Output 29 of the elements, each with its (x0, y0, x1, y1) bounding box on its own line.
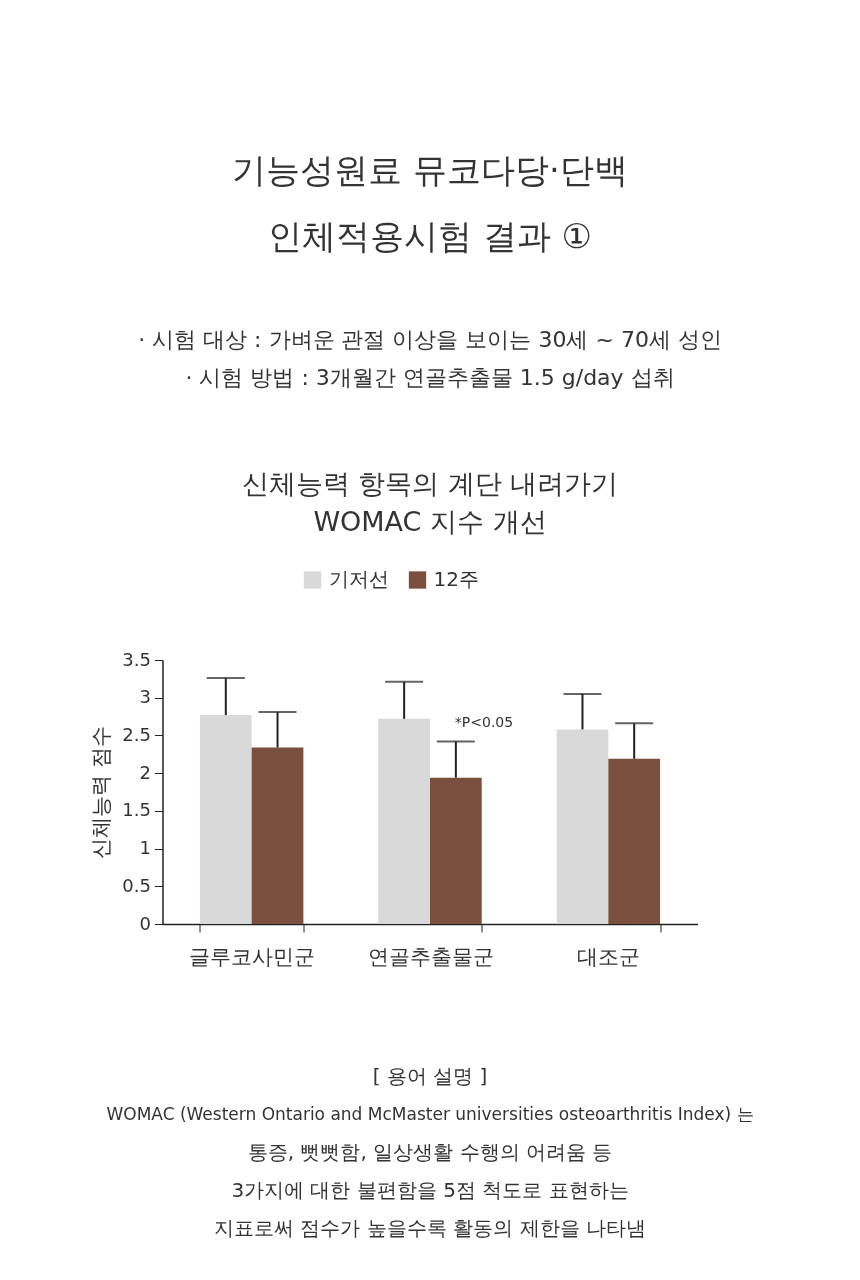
y-tick-label: 3.5 (122, 648, 151, 670)
legend-label: 12주 (433, 567, 479, 591)
text: 신체능력 항목의 계단 내려가기 WOMAC 지수 개선 (241, 468, 619, 537)
y-axis-title: 신체능력 점수 (89, 726, 114, 859)
chart-subtitle: · 시험 대상 : 가벼운 관절 이상을 보이는 30세 ~ 70세 성인 · 시험 방법 : 3개월간 연골추출물 1.5 g/day 섭취 (138, 327, 722, 390)
bar (199, 715, 252, 924)
y-tick-label: 0.5 (122, 874, 151, 896)
annotation: *P<0.05 (454, 714, 514, 731)
bar (378, 718, 430, 924)
x-tick-label: 연골추출물군 (367, 944, 494, 969)
text: 통증, 뻣뻣함, 일상생활 수행의 어려움 등 (247, 1140, 613, 1164)
y-tick-label: 1.5 (122, 799, 151, 821)
y-tick-label: 1 (139, 837, 151, 859)
x-tick-label: 글루코사민군 (189, 944, 316, 969)
y-tick-label: 3 (139, 686, 151, 708)
bar (608, 758, 661, 924)
bar (251, 747, 304, 924)
text: 3가지에 대한 불편함을 5점 척도로 표현하는 (231, 1178, 629, 1202)
text: [ 용어 설명 ] (372, 1064, 488, 1088)
y-tick-label: 2.5 (122, 723, 151, 745)
bar (556, 729, 609, 924)
legend-label: 기저선 (328, 567, 389, 591)
text: 지표로써 점수가 높을수록 활동의 제한을 나타냄 (214, 1216, 646, 1240)
x-tick-label: 대조군 (577, 944, 641, 969)
chart-title: 기능성원료 뮤코다당·단백 인체적용시험 결과 ① (232, 150, 628, 256)
bar (430, 777, 482, 924)
y-tick-label: 2 (139, 761, 151, 783)
text: WOMAC (Western Ontario and McMaster universities osteoarthritis Index) 는 (106, 1104, 754, 1124)
y-tick-label: 0 (139, 912, 151, 934)
